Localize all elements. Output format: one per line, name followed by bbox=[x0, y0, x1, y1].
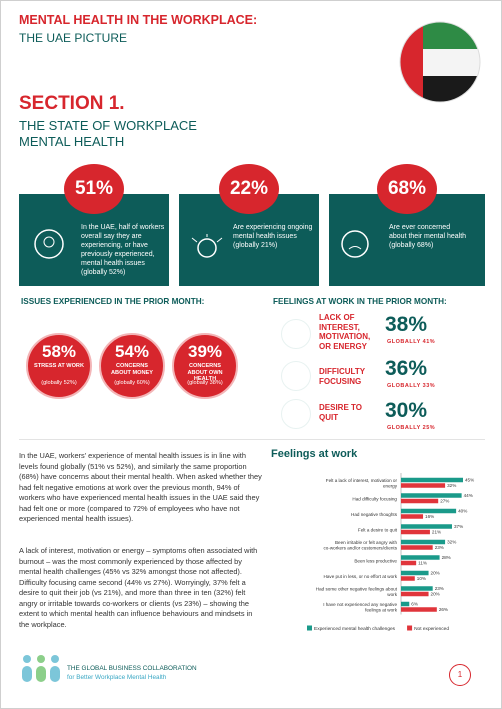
issue-label: CONCERNS ABOUT OWN HEALTH bbox=[187, 363, 223, 383]
divider bbox=[19, 439, 485, 440]
bar bbox=[401, 483, 446, 488]
feeling-icon bbox=[281, 319, 311, 349]
header-subtitle: THE UAE PICTURE bbox=[19, 31, 128, 45]
feeling-label: LACK OF INTEREST, MOTIVATION, OR ENERGY bbox=[319, 313, 371, 351]
value-label: 45% bbox=[465, 478, 474, 483]
feeling-value: 30% bbox=[385, 399, 428, 422]
category-label: Had some other negative feelings about wo… bbox=[316, 586, 398, 597]
header-title: MENTAL HEALTH IN THE WORKPLACE: bbox=[19, 13, 258, 27]
bar bbox=[401, 508, 457, 514]
bar bbox=[401, 529, 430, 535]
value-label: 11% bbox=[418, 561, 427, 566]
chart-title: Feelings at work bbox=[271, 448, 358, 460]
issue-global: (globally 60%) bbox=[114, 380, 150, 386]
value-label: 32% bbox=[447, 540, 456, 545]
issue-circle bbox=[172, 333, 238, 399]
legend-label: Not experienced bbox=[414, 626, 449, 632]
value-label: 23% bbox=[435, 586, 444, 591]
stat-text: Are experiencing ongoing mental health i… bbox=[233, 224, 313, 250]
feeling-icon bbox=[281, 399, 311, 429]
issue-value: 39% bbox=[187, 342, 223, 361]
issue-label: CONCERNS ABOUT MONEY bbox=[111, 363, 153, 376]
category-label: Been less productive bbox=[354, 558, 397, 563]
issue-global: (globally 38%) bbox=[187, 380, 223, 386]
value-label: 20% bbox=[431, 592, 440, 597]
stat-value: 51% bbox=[64, 164, 124, 214]
value-label: 32% bbox=[447, 483, 456, 488]
bar bbox=[401, 524, 452, 529]
category-label: Been irritable or felt angry with co-work… bbox=[323, 540, 397, 551]
value-label: 27% bbox=[440, 499, 449, 504]
legend-swatch bbox=[307, 625, 312, 631]
issue-label: STRESS AT WORK bbox=[33, 363, 85, 369]
value-label: 28% bbox=[442, 555, 451, 560]
value-label: 26% bbox=[439, 607, 448, 612]
section-title: THE STATE OF WORKPLACE MENTAL HEALTH bbox=[19, 118, 197, 149]
feelings-heading: FEELINGS AT WORK IN THE PRIOR MONTH: bbox=[273, 297, 447, 306]
stat-value: 22% bbox=[219, 164, 279, 214]
issue-value: 54% bbox=[114, 342, 150, 361]
bar bbox=[401, 586, 433, 591]
bar bbox=[401, 477, 463, 483]
icon-worry bbox=[341, 230, 369, 258]
bar bbox=[401, 576, 415, 581]
paragraph: A lack of interest, motivation or energy… bbox=[19, 546, 258, 629]
value-label: 21% bbox=[432, 530, 441, 535]
flag bbox=[399, 21, 481, 103]
value-label: 40% bbox=[458, 509, 467, 514]
logo bbox=[22, 655, 60, 682]
issue-circle bbox=[99, 333, 165, 399]
footer-org: THE GLOBAL BUSINESS COLLABORATION bbox=[67, 665, 197, 672]
bar bbox=[401, 498, 439, 504]
icon-anxiety bbox=[191, 234, 223, 258]
category-label: Felt a lack of interest, motivation or en… bbox=[326, 478, 398, 489]
feeling-global: GLOBALLY 25% bbox=[387, 425, 436, 431]
issue-global: (globally 52%) bbox=[41, 380, 77, 386]
category-label: Have put in less, or no effort at work bbox=[324, 574, 398, 579]
bar bbox=[401, 570, 429, 576]
value-label: 6% bbox=[411, 602, 418, 607]
bar bbox=[401, 545, 433, 550]
bar bbox=[401, 514, 424, 519]
bar bbox=[401, 560, 417, 566]
feeling-icon bbox=[281, 361, 311, 391]
value-label: 37% bbox=[454, 524, 463, 529]
issue-value: 58% bbox=[41, 342, 77, 361]
bar bbox=[401, 539, 446, 545]
value-label: 10% bbox=[417, 576, 426, 581]
value-label: 16% bbox=[425, 514, 434, 519]
category-label: Had difficulty focusing bbox=[352, 496, 397, 501]
bar bbox=[401, 591, 429, 597]
issue-circle bbox=[26, 333, 92, 399]
stat-text: In the UAE, half of workers overall say … bbox=[81, 224, 165, 277]
category-label: Felt a desire to quit bbox=[358, 527, 398, 532]
bar bbox=[401, 493, 462, 498]
bar bbox=[401, 607, 437, 612]
feeling-global: GLOBALLY 41% bbox=[387, 339, 436, 345]
feeling-global: GLOBALLY 33% bbox=[387, 383, 436, 389]
feeling-label: DESIRE TO QUIT bbox=[319, 403, 362, 422]
feeling-value: 36% bbox=[385, 357, 428, 380]
bar bbox=[401, 555, 440, 560]
issues-heading: ISSUES EXPERIENCED IN THE PRIOR MONTH: bbox=[21, 297, 205, 306]
bar bbox=[401, 601, 410, 607]
paragraph: In the UAE, workers' experience of menta… bbox=[19, 451, 262, 524]
value-label: 20% bbox=[431, 571, 440, 576]
feeling-value: 38% bbox=[385, 313, 428, 336]
stat-value: 68% bbox=[377, 164, 437, 214]
feeling-label: DIFFICULTY FOCUSING bbox=[319, 367, 365, 386]
legend-swatch bbox=[407, 625, 413, 631]
legend-label: Experienced mental health challenges bbox=[314, 626, 396, 632]
value-label: 23% bbox=[435, 545, 444, 550]
footer-tagline: for Better Workplace Mental Health bbox=[67, 674, 167, 681]
category-label: Had negative thoughts bbox=[351, 512, 398, 517]
chart: Feelings at work Felt a lack of interest… bbox=[271, 448, 474, 632]
category-label: I have not experienced any negative feeli… bbox=[323, 602, 398, 613]
icon-head bbox=[34, 229, 64, 259]
stat-text: Are ever concerned about their mental he… bbox=[389, 224, 467, 250]
section-label: SECTION 1. bbox=[19, 93, 125, 114]
page-number: 1 bbox=[449, 664, 471, 686]
value-label: 44% bbox=[464, 493, 473, 498]
